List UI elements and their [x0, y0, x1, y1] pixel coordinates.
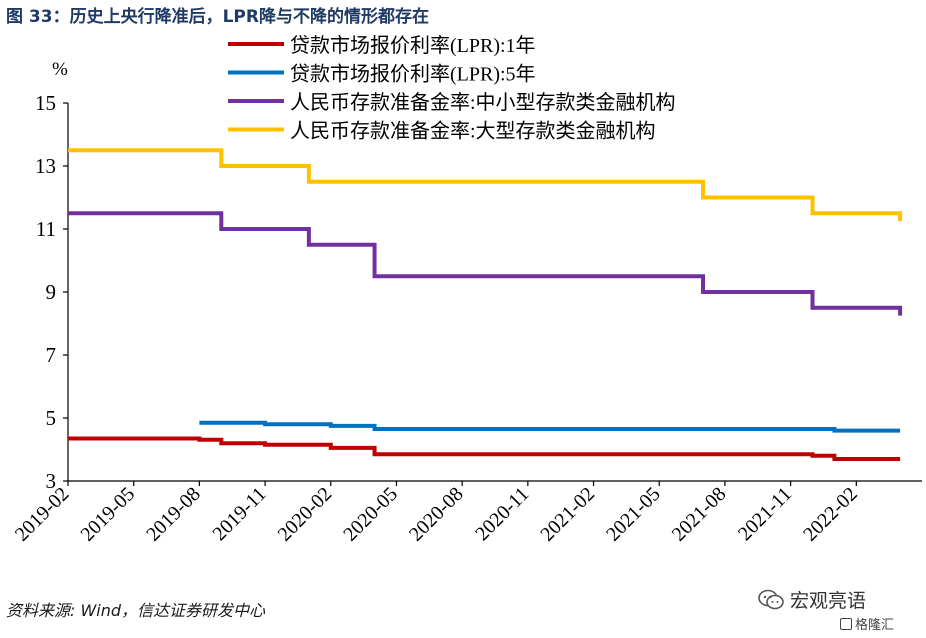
x-tick-label: 2021-02	[536, 483, 599, 546]
x-tick-label: 2019-08	[142, 483, 205, 546]
gelonghui-icon	[840, 617, 852, 630]
y-tick-label: 11	[36, 217, 56, 241]
legend-label: 人民币存款准备金率:大型存款类金融机构	[290, 120, 656, 143]
x-tick-label: 2022-02	[799, 483, 862, 546]
series-line-1	[68, 436, 901, 461]
x-tick-label: 2020-11	[471, 483, 533, 545]
series-line-4	[68, 148, 903, 222]
x-tick-label: 2021-05	[602, 483, 665, 546]
x-tick-label: 2020-08	[405, 483, 468, 546]
legend-label: 贷款市场报价利率(LPR):1年	[290, 34, 536, 57]
wechat-watermark: 宏观亮语	[758, 586, 866, 613]
series-line-3	[68, 211, 903, 316]
x-tick-label: 2020-02	[274, 483, 337, 546]
figure-title: 图 33：历史上央行降准后，LPR降与不降的情形都存在	[6, 7, 429, 27]
legend-label: 人民币存款准备金率:中小型存款类金融机构	[290, 91, 676, 114]
y-tick-label: 3	[46, 469, 57, 493]
y-axis-ticks: 3 5 7 9 11 13 15	[35, 91, 68, 493]
watermark-text: 宏观亮语	[790, 590, 867, 612]
series-line-2	[199, 420, 901, 433]
y-unit-label: %	[52, 59, 68, 80]
y-tick-label: 7	[46, 343, 57, 367]
watermark2-text: 格隆汇	[855, 618, 895, 633]
x-tick-label: 2019-02	[11, 483, 74, 546]
y-tick-label: 5	[46, 406, 57, 430]
x-tick-label: 2020-05	[339, 483, 402, 546]
gelonghui-watermark: 格隆汇	[840, 614, 894, 633]
legend-label: 贷款市场报价利率(LPR):5年	[290, 63, 536, 86]
wechat-icon	[758, 589, 784, 609]
x-axis-ticks: 2019-02 2019-05 2019-08 2019-11 2020-02 2020-…	[11, 481, 862, 546]
x-tick-label: 2019-11	[208, 483, 270, 545]
y-tick-label: 13	[35, 154, 56, 178]
x-tick-label: 2019-05	[77, 483, 140, 546]
y-tick-label: 15	[35, 91, 56, 115]
series-lines	[68, 148, 903, 461]
legend: 贷款市场报价利率(LPR):1年贷款市场报价利率(LPR):5年人民币存款准备金…	[228, 34, 676, 143]
x-tick-label: 2021-11	[734, 483, 796, 545]
x-tick-label: 2021-08	[668, 483, 731, 546]
source-note: 资料来源: Wind，信达证券研发中心	[6, 601, 266, 620]
y-tick-label: 9	[46, 280, 57, 304]
